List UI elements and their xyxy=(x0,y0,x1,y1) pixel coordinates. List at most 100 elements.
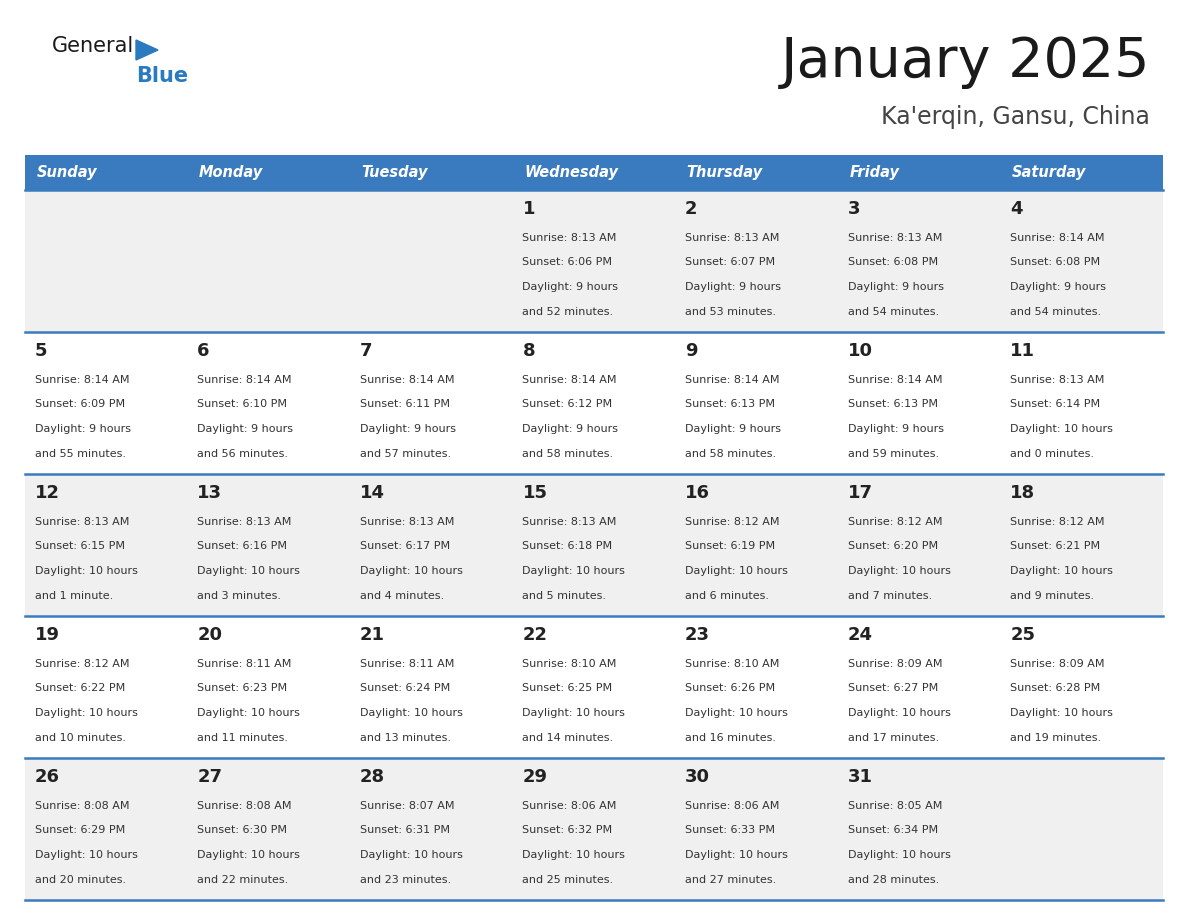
Text: and 52 minutes.: and 52 minutes. xyxy=(523,308,613,317)
Text: Daylight: 10 hours: Daylight: 10 hours xyxy=(523,850,625,860)
Text: Sunset: 6:08 PM: Sunset: 6:08 PM xyxy=(1010,257,1100,267)
Bar xyxy=(25,616,1163,758)
Text: 18: 18 xyxy=(1010,484,1035,502)
Text: Sunset: 6:16 PM: Sunset: 6:16 PM xyxy=(197,542,287,552)
Text: Sunrise: 8:14 AM: Sunrise: 8:14 AM xyxy=(847,375,942,385)
Bar xyxy=(25,474,1163,616)
Text: and 22 minutes.: and 22 minutes. xyxy=(197,875,289,885)
Text: Sunrise: 8:06 AM: Sunrise: 8:06 AM xyxy=(685,800,779,811)
Text: Daylight: 10 hours: Daylight: 10 hours xyxy=(523,566,625,577)
Text: 8: 8 xyxy=(523,341,535,360)
Text: 25: 25 xyxy=(1010,626,1035,644)
Text: and 5 minutes.: and 5 minutes. xyxy=(523,591,606,601)
Text: 5: 5 xyxy=(34,341,48,360)
Text: and 54 minutes.: and 54 minutes. xyxy=(1010,308,1101,317)
Text: and 58 minutes.: and 58 minutes. xyxy=(523,449,613,459)
Text: Sunset: 6:18 PM: Sunset: 6:18 PM xyxy=(523,542,613,552)
Text: Sunrise: 8:14 AM: Sunrise: 8:14 AM xyxy=(197,375,292,385)
Bar xyxy=(188,155,350,190)
Text: 4: 4 xyxy=(1010,200,1023,218)
Text: Sunrise: 8:08 AM: Sunrise: 8:08 AM xyxy=(34,800,129,811)
Text: Sunset: 6:08 PM: Sunset: 6:08 PM xyxy=(847,257,937,267)
Text: Sunset: 6:27 PM: Sunset: 6:27 PM xyxy=(847,683,937,693)
Text: 15: 15 xyxy=(523,484,548,502)
Text: and 16 minutes.: and 16 minutes. xyxy=(685,733,776,744)
Text: Daylight: 9 hours: Daylight: 9 hours xyxy=(685,424,781,434)
Text: Sunset: 6:19 PM: Sunset: 6:19 PM xyxy=(685,542,775,552)
Text: and 4 minutes.: and 4 minutes. xyxy=(360,591,444,601)
Text: 26: 26 xyxy=(34,768,59,786)
Text: Daylight: 10 hours: Daylight: 10 hours xyxy=(685,709,788,718)
Text: 17: 17 xyxy=(847,484,873,502)
Text: Sunset: 6:31 PM: Sunset: 6:31 PM xyxy=(360,825,450,835)
Text: Sunrise: 8:11 AM: Sunrise: 8:11 AM xyxy=(197,658,292,668)
Text: and 6 minutes.: and 6 minutes. xyxy=(685,591,769,601)
Text: January 2025: January 2025 xyxy=(781,35,1150,89)
Text: 16: 16 xyxy=(685,484,710,502)
Text: and 19 minutes.: and 19 minutes. xyxy=(1010,733,1101,744)
Text: and 13 minutes.: and 13 minutes. xyxy=(360,733,451,744)
Text: Sunset: 6:07 PM: Sunset: 6:07 PM xyxy=(685,257,775,267)
Text: and 11 minutes.: and 11 minutes. xyxy=(197,733,289,744)
Text: Sunset: 6:13 PM: Sunset: 6:13 PM xyxy=(847,399,937,409)
Text: Sunrise: 8:13 AM: Sunrise: 8:13 AM xyxy=(523,517,617,527)
Text: 21: 21 xyxy=(360,626,385,644)
Text: Daylight: 9 hours: Daylight: 9 hours xyxy=(523,283,619,292)
Text: Sunset: 6:13 PM: Sunset: 6:13 PM xyxy=(685,399,775,409)
Text: Ka'erqin, Gansu, China: Ka'erqin, Gansu, China xyxy=(881,105,1150,129)
Text: and 53 minutes.: and 53 minutes. xyxy=(685,308,776,317)
Text: and 20 minutes.: and 20 minutes. xyxy=(34,875,126,885)
Text: Daylight: 10 hours: Daylight: 10 hours xyxy=(847,850,950,860)
Text: Saturday: Saturday xyxy=(1012,165,1086,180)
Text: and 3 minutes.: and 3 minutes. xyxy=(197,591,282,601)
Text: Daylight: 10 hours: Daylight: 10 hours xyxy=(1010,709,1113,718)
Text: 3: 3 xyxy=(847,200,860,218)
Text: Daylight: 10 hours: Daylight: 10 hours xyxy=(847,566,950,577)
Text: Daylight: 10 hours: Daylight: 10 hours xyxy=(34,850,138,860)
Text: Sunrise: 8:14 AM: Sunrise: 8:14 AM xyxy=(360,375,454,385)
Text: and 23 minutes.: and 23 minutes. xyxy=(360,875,451,885)
Text: and 28 minutes.: and 28 minutes. xyxy=(847,875,939,885)
Text: General: General xyxy=(52,36,134,56)
Text: Daylight: 9 hours: Daylight: 9 hours xyxy=(523,424,619,434)
Text: Daylight: 10 hours: Daylight: 10 hours xyxy=(360,709,463,718)
Text: Sunset: 6:34 PM: Sunset: 6:34 PM xyxy=(847,825,937,835)
Text: Sunrise: 8:12 AM: Sunrise: 8:12 AM xyxy=(847,517,942,527)
Text: Daylight: 9 hours: Daylight: 9 hours xyxy=(197,424,293,434)
Text: Sunrise: 8:14 AM: Sunrise: 8:14 AM xyxy=(685,375,779,385)
Text: and 59 minutes.: and 59 minutes. xyxy=(847,449,939,459)
Text: Daylight: 10 hours: Daylight: 10 hours xyxy=(360,566,463,577)
Text: 31: 31 xyxy=(847,768,873,786)
Text: Sunrise: 8:06 AM: Sunrise: 8:06 AM xyxy=(523,800,617,811)
Text: Daylight: 10 hours: Daylight: 10 hours xyxy=(847,709,950,718)
Text: Sunrise: 8:10 AM: Sunrise: 8:10 AM xyxy=(523,658,617,668)
Text: 13: 13 xyxy=(197,484,222,502)
Text: and 14 minutes.: and 14 minutes. xyxy=(523,733,613,744)
Text: Wednesday: Wednesday xyxy=(524,165,618,180)
Text: and 55 minutes.: and 55 minutes. xyxy=(34,449,126,459)
Text: Tuesday: Tuesday xyxy=(361,165,428,180)
Text: Daylight: 9 hours: Daylight: 9 hours xyxy=(847,283,943,292)
Text: and 0 minutes.: and 0 minutes. xyxy=(1010,449,1094,459)
Text: Sunrise: 8:13 AM: Sunrise: 8:13 AM xyxy=(360,517,454,527)
Text: Sunset: 6:17 PM: Sunset: 6:17 PM xyxy=(360,542,450,552)
Text: and 27 minutes.: and 27 minutes. xyxy=(685,875,776,885)
Text: Sunset: 6:20 PM: Sunset: 6:20 PM xyxy=(847,542,937,552)
Text: Sunrise: 8:13 AM: Sunrise: 8:13 AM xyxy=(685,232,779,242)
Polygon shape xyxy=(135,40,158,60)
Text: Sunrise: 8:09 AM: Sunrise: 8:09 AM xyxy=(1010,658,1105,668)
Text: 9: 9 xyxy=(685,341,697,360)
Text: Sunrise: 8:14 AM: Sunrise: 8:14 AM xyxy=(34,375,129,385)
Bar xyxy=(25,190,1163,332)
Text: Sunrise: 8:12 AM: Sunrise: 8:12 AM xyxy=(685,517,779,527)
Text: Friday: Friday xyxy=(849,165,899,180)
Text: Daylight: 9 hours: Daylight: 9 hours xyxy=(34,424,131,434)
Bar xyxy=(838,155,1000,190)
Text: Sunrise: 8:13 AM: Sunrise: 8:13 AM xyxy=(1010,375,1105,385)
Text: 6: 6 xyxy=(197,341,210,360)
Text: Daylight: 9 hours: Daylight: 9 hours xyxy=(360,424,456,434)
Text: 10: 10 xyxy=(847,341,873,360)
Text: Daylight: 9 hours: Daylight: 9 hours xyxy=(847,424,943,434)
Text: Sunset: 6:15 PM: Sunset: 6:15 PM xyxy=(34,542,125,552)
Text: Sunset: 6:24 PM: Sunset: 6:24 PM xyxy=(360,683,450,693)
